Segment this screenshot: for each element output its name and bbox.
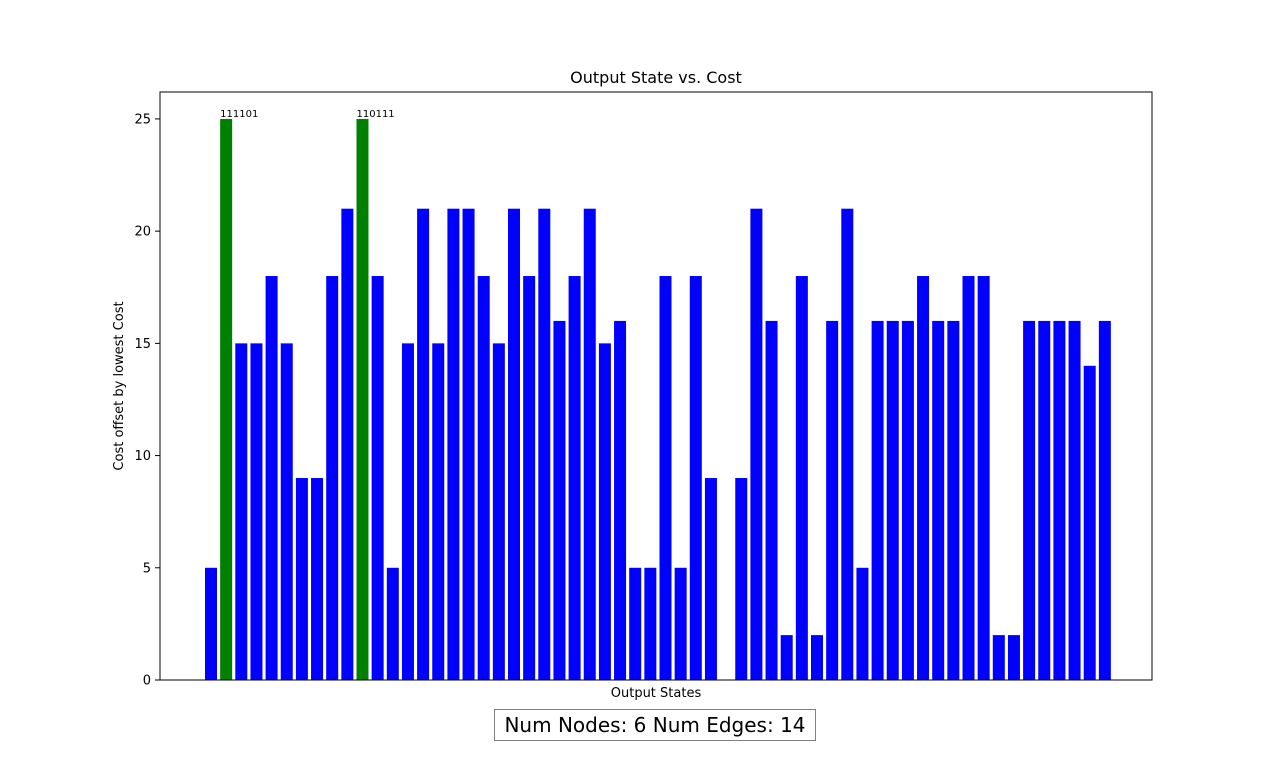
bar <box>447 208 460 680</box>
x-axis-label: Output States <box>611 686 702 701</box>
bar <box>735 478 748 680</box>
bar <box>1007 635 1020 680</box>
bar <box>401 343 414 680</box>
bar <box>674 567 687 680</box>
bar <box>205 567 217 680</box>
bar <box>341 208 354 680</box>
bar <box>917 276 930 680</box>
bar <box>280 343 293 680</box>
bar <box>962 276 975 680</box>
bar <box>689 276 702 680</box>
bar <box>947 320 960 680</box>
bar <box>1068 320 1081 680</box>
bars-group <box>205 118 1111 681</box>
annotations-group: 111101 110111 <box>220 109 395 120</box>
bar <box>901 320 914 680</box>
chart-title: Output State vs. Cost <box>570 68 742 87</box>
bar-highlight <box>356 118 369 681</box>
bar <box>886 320 899 680</box>
bar <box>598 343 611 680</box>
bar <box>538 208 551 680</box>
bar <box>568 276 581 680</box>
bar <box>811 635 823 680</box>
bar <box>523 276 536 680</box>
bar <box>1098 320 1111 680</box>
bar <box>614 320 627 680</box>
plot-frame <box>159 91 1153 681</box>
bar <box>841 208 854 680</box>
bar <box>432 343 445 680</box>
bar <box>295 478 308 680</box>
bar <box>856 567 869 680</box>
bar <box>265 276 278 680</box>
y-axis-label: Cost offset by lowest Cost <box>112 301 127 470</box>
bar <box>326 276 339 680</box>
bar <box>417 208 430 680</box>
bar <box>477 276 490 680</box>
bar <box>750 208 763 680</box>
bar <box>780 635 793 680</box>
bar <box>765 320 778 680</box>
bar <box>508 208 520 680</box>
bar <box>386 567 399 680</box>
bar <box>871 320 884 680</box>
bar-annotation: 111101 <box>220 109 258 120</box>
bar <box>492 343 505 680</box>
y-tick-label: 10 <box>134 449 151 464</box>
y-tick-label: 25 <box>134 112 151 127</box>
bar <box>644 567 657 680</box>
y-tick-label: 0 <box>143 674 151 689</box>
bar <box>235 343 248 680</box>
bar-highlight <box>220 118 233 681</box>
bar <box>1053 320 1066 680</box>
bar <box>932 320 945 680</box>
y-tick-label: 15 <box>134 337 151 352</box>
bar <box>992 635 1005 680</box>
bar <box>1038 320 1051 680</box>
y-tick-label: 5 <box>143 561 151 576</box>
y-axis: 0 5 10 15 20 25 <box>134 112 160 689</box>
y-tick-label: 20 <box>134 225 151 240</box>
bar <box>704 478 717 680</box>
bar-annotation: 110111 <box>357 109 395 120</box>
bar <box>553 320 566 680</box>
bar <box>371 276 384 680</box>
bar <box>795 276 808 680</box>
bar <box>1083 365 1096 680</box>
bar <box>977 276 990 680</box>
bar <box>629 567 642 680</box>
bar <box>659 276 672 680</box>
bar <box>1023 320 1036 680</box>
bar <box>583 208 596 680</box>
bar <box>826 320 839 680</box>
bar <box>311 478 324 680</box>
bar <box>250 343 263 680</box>
bar <box>462 208 475 680</box>
graph-info-box: Num Nodes: 6 Num Edges: 14 <box>494 709 816 741</box>
